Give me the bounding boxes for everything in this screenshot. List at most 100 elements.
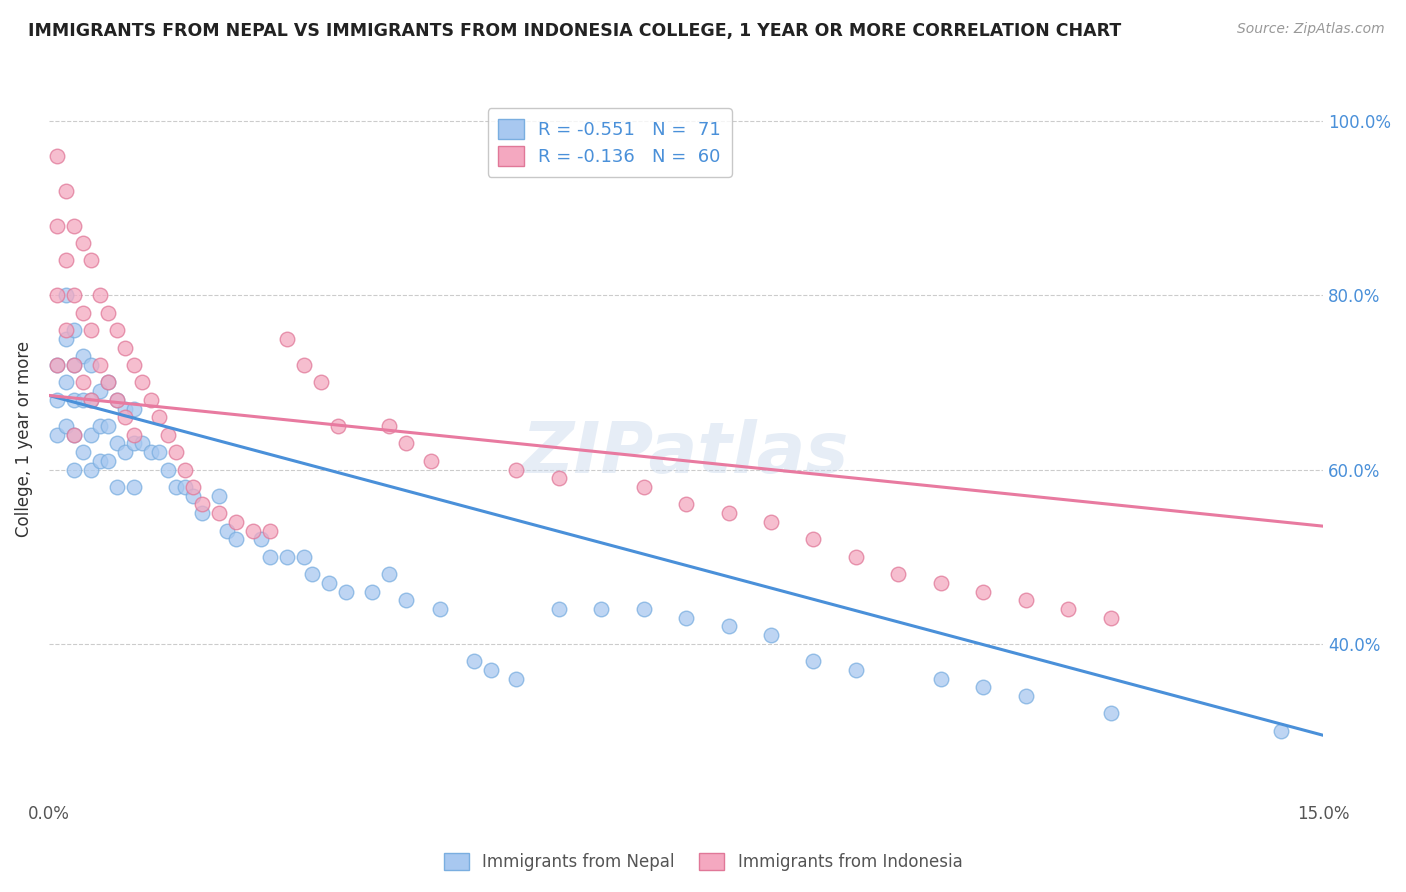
Point [55,376,77,390]
Point [183,489,205,503]
Point [46,392,69,407]
Point [80,358,103,372]
Point [972,681,994,695]
Point [131,376,153,390]
Point [276,332,298,346]
Point [276,549,298,564]
Point [55,419,77,434]
Point [173,462,195,476]
Point [122,401,145,416]
Point [72,306,94,320]
Point [114,410,136,425]
Point [1057,602,1080,616]
Point [89,384,111,398]
Legend: R = -0.551   N =  71, R = -0.136   N =  60: R = -0.551 N = 71, R = -0.136 N = 60 [488,108,731,177]
Point [1099,706,1122,721]
Point [80,392,103,407]
Y-axis label: College, 1 year or more: College, 1 year or more [15,341,32,537]
Point [148,445,170,459]
Point [80,427,103,442]
Point [55,184,77,198]
Point [46,288,69,302]
Text: Source: ZipAtlas.com: Source: ZipAtlas.com [1237,22,1385,37]
Point [72,392,94,407]
Point [63,358,86,372]
Point [1270,723,1292,738]
Point [46,427,69,442]
Point [759,515,782,529]
Point [165,480,187,494]
Point [89,419,111,434]
Text: IMMIGRANTS FROM NEPAL VS IMMIGRANTS FROM INDONESIA COLLEGE, 1 YEAR OR MORE CORRE: IMMIGRANTS FROM NEPAL VS IMMIGRANTS FROM… [28,22,1122,40]
Point [97,306,120,320]
Point [242,524,264,538]
Point [55,323,77,337]
Point [63,427,86,442]
Point [887,567,910,582]
Point [122,436,145,450]
Point [1099,610,1122,624]
Point [250,533,273,547]
Point [139,392,162,407]
Point [139,445,162,459]
Point [675,610,697,624]
Point [80,323,103,337]
Point [326,419,349,434]
Point [1015,689,1038,703]
Point [63,392,86,407]
Point [46,358,69,372]
Point [80,253,103,268]
Point [97,376,120,390]
Point [72,376,94,390]
Point [208,489,231,503]
Point [72,235,94,250]
Point [114,445,136,459]
Point [156,427,179,442]
Point [217,524,239,538]
Point [63,219,86,233]
Point [55,332,77,346]
Point [55,253,77,268]
Point [114,401,136,416]
Point [259,549,281,564]
Point [55,288,77,302]
Point [309,376,332,390]
Point [633,602,655,616]
Point [183,480,205,494]
Text: ZIPatlas: ZIPatlas [523,419,849,488]
Point [165,445,187,459]
Point [395,593,418,607]
Point [122,427,145,442]
Point [63,427,86,442]
Point [377,567,399,582]
Point [46,149,69,163]
Point [63,323,86,337]
Point [420,454,443,468]
Point [97,454,120,468]
Point [633,480,655,494]
Point [105,480,128,494]
Point [131,436,153,450]
Point [173,480,195,494]
Point [845,549,868,564]
Point [122,480,145,494]
Point [547,471,569,485]
Point [72,445,94,459]
Point [156,462,179,476]
Point [429,602,451,616]
Point [225,533,247,547]
Point [63,358,86,372]
Point [463,654,485,668]
Point [717,619,740,633]
Point [225,515,247,529]
Point [972,584,994,599]
Point [72,349,94,363]
Point [318,575,340,590]
Point [505,462,527,476]
Point [803,533,825,547]
Point [292,549,315,564]
Point [675,497,697,511]
Point [259,524,281,538]
Point [845,663,868,677]
Point [208,506,231,520]
